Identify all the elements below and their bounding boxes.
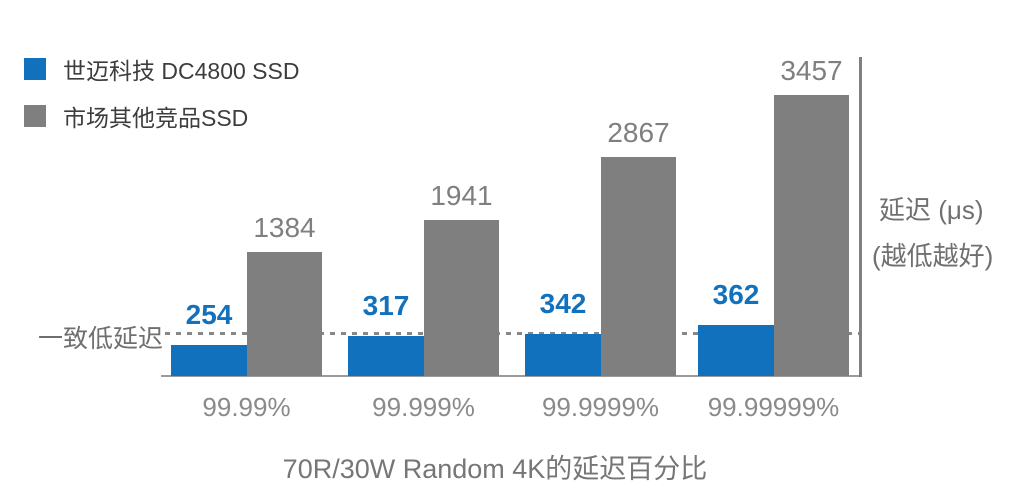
dc4800-value-label: 342 <box>539 288 587 319</box>
dc4800-legend-swatch <box>24 58 46 80</box>
dc4800-bar <box>525 334 601 376</box>
competitor-value-label: 1384 <box>253 212 316 243</box>
category-label: 99.99% <box>202 392 291 422</box>
y-axis-label: 延迟 (μs) <box>879 195 984 225</box>
dc4800-bar <box>171 345 247 376</box>
category-label: 99.999% <box>372 392 475 422</box>
competitor-bar <box>601 157 676 376</box>
competitor-value-label: 1941 <box>430 180 493 211</box>
dc4800-value-label: 254 <box>185 299 233 330</box>
category-label: 99.9999% <box>541 392 660 422</box>
x-axis-line <box>161 375 862 377</box>
competitor-value-label: 2867 <box>607 117 670 148</box>
competitor-bar <box>424 220 499 376</box>
legend-item-dc4800: 世迈科技 DC4800 SSD <box>24 58 299 84</box>
category-label: 99.99999% <box>707 392 840 422</box>
reference-line-label: 一致低延迟 <box>37 325 163 353</box>
y-axis-line <box>859 57 862 377</box>
competitor-bar <box>247 252 322 376</box>
dc4800-legend-label: 世迈科技 DC4800 SSD <box>63 58 300 84</box>
competitor-legend-swatch <box>24 105 46 127</box>
dc4800-bar <box>348 336 424 376</box>
dc4800-bar <box>698 325 774 376</box>
competitor-bar <box>774 95 849 376</box>
y-axis-note: (越低越好) <box>872 241 994 271</box>
reference-dashed-line <box>165 332 859 335</box>
competitor-legend-label: 市场其他竞品SSD <box>63 105 249 131</box>
dc4800-value-label: 317 <box>362 290 410 321</box>
competitor-value-label: 3457 <box>780 55 843 86</box>
dc4800-value-label: 362 <box>712 279 760 310</box>
chart-title: 70R/30W Random 4K的延迟百分比 <box>282 454 708 484</box>
legend-item-competitor: 市场其他竞品SSD <box>24 105 248 131</box>
